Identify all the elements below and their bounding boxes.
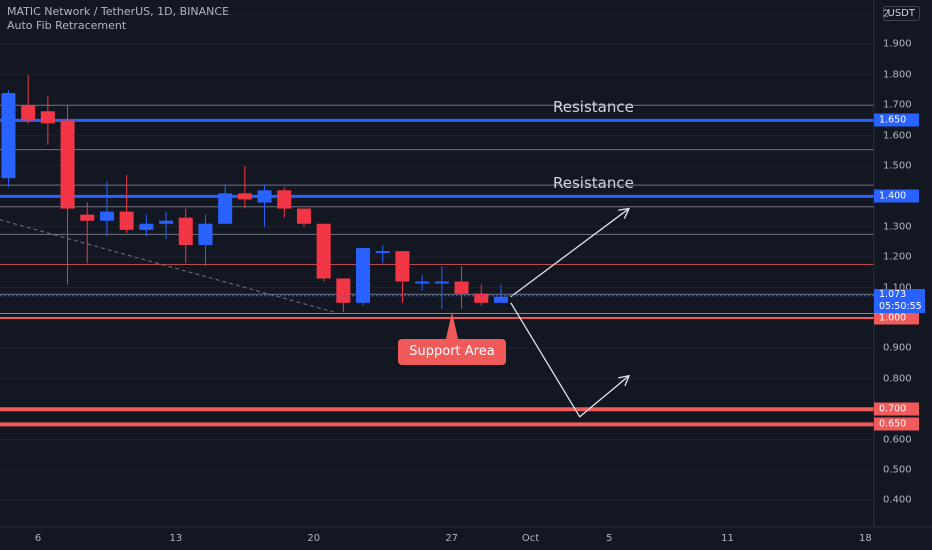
candle-body xyxy=(218,193,233,224)
price-level-badge: 1.400 xyxy=(874,189,919,203)
resistance-label-upper[interactable]: Resistance xyxy=(553,98,634,117)
time-tick-label: 20 xyxy=(307,533,321,544)
price-tick-label: 1.700 xyxy=(883,99,912,111)
candle-body xyxy=(119,211,134,230)
arrow-head xyxy=(618,374,631,387)
price-tick-label: 0.800 xyxy=(883,373,912,385)
price-tick-label: 0.500 xyxy=(883,464,912,476)
time-tick-label: 27 xyxy=(445,533,459,544)
candle-body xyxy=(356,248,371,303)
candle-body xyxy=(454,281,469,294)
arrow-path xyxy=(510,208,630,298)
support-area-label[interactable]: Support Area xyxy=(398,339,506,365)
candle-body xyxy=(375,251,390,254)
trendline xyxy=(0,219,334,313)
fib-levels xyxy=(0,104,874,295)
horizontal-levels xyxy=(0,118,874,427)
current-price-label: 1.073 xyxy=(879,289,907,300)
candle-body xyxy=(159,220,174,224)
time-tick-label: 18 xyxy=(859,533,872,544)
candle-body xyxy=(178,217,193,246)
price-tick-label: 1.500 xyxy=(883,160,912,172)
price-tick-label: 1.300 xyxy=(883,221,912,233)
price-level-badge: 1.650 xyxy=(874,113,919,127)
price-tick-label: 1.900 xyxy=(883,38,912,50)
candle-body xyxy=(21,105,36,121)
candle-body xyxy=(415,281,430,284)
candle-body xyxy=(395,251,410,282)
price-tick-label: 0.900 xyxy=(883,342,912,354)
price-tick-label: 0.400 xyxy=(883,494,912,506)
candle-body xyxy=(336,278,351,303)
candle-body xyxy=(493,296,508,303)
time-tick-label: Oct xyxy=(521,533,540,544)
support-pointer xyxy=(446,312,458,339)
candle-body xyxy=(99,211,114,221)
resistance-label-lower[interactable]: Resistance xyxy=(553,174,634,193)
candle-body xyxy=(257,190,272,203)
candle-body xyxy=(198,223,213,246)
candle-body xyxy=(60,120,75,209)
candle-body xyxy=(296,208,311,224)
candle-body xyxy=(80,214,95,221)
countdown-label: 05:50:55 xyxy=(879,301,922,312)
arrow-head xyxy=(618,207,631,219)
price-level-badge: 1.000 xyxy=(874,311,919,325)
price-tick-label: 1.200 xyxy=(883,251,912,263)
candle-body xyxy=(316,223,331,279)
price-level-badge: 0.700 xyxy=(874,402,919,416)
time-tick-label: 11 xyxy=(721,533,734,544)
time-tick-label: 6 xyxy=(34,533,42,544)
symbol-title[interactable]: MATIC Network / TetherUS, 1D, BINANCE xyxy=(7,5,230,18)
candles xyxy=(1,74,508,312)
gridlines xyxy=(0,13,874,501)
candle-body xyxy=(474,293,489,303)
time-tick-label: 5 xyxy=(606,533,613,544)
indicator-label[interactable]: Auto Fib Retracement xyxy=(7,19,127,32)
price-tick-label: 1.100 xyxy=(883,282,912,294)
candle-body xyxy=(277,190,292,209)
price-tick-label: 2 xyxy=(883,8,890,20)
trendline-dashed xyxy=(0,219,334,313)
time-tick-label: 13 xyxy=(169,533,183,544)
candle-body xyxy=(1,93,16,179)
currency-button[interactable]: USDT xyxy=(882,6,920,21)
candle-body xyxy=(237,193,252,200)
candle-body xyxy=(434,281,449,284)
current-price-box: 1.073 05:50:55 xyxy=(874,289,925,313)
price-tick-label: 1.600 xyxy=(883,130,912,142)
price-level-badge: 0.650 xyxy=(874,417,919,431)
candle-body xyxy=(40,111,55,124)
candle-body xyxy=(139,223,154,230)
price-tick-label: 1.800 xyxy=(883,69,912,81)
projection-arrows xyxy=(510,207,631,418)
arrow-path xyxy=(510,302,630,418)
price-tick-label: 0.600 xyxy=(883,434,912,446)
